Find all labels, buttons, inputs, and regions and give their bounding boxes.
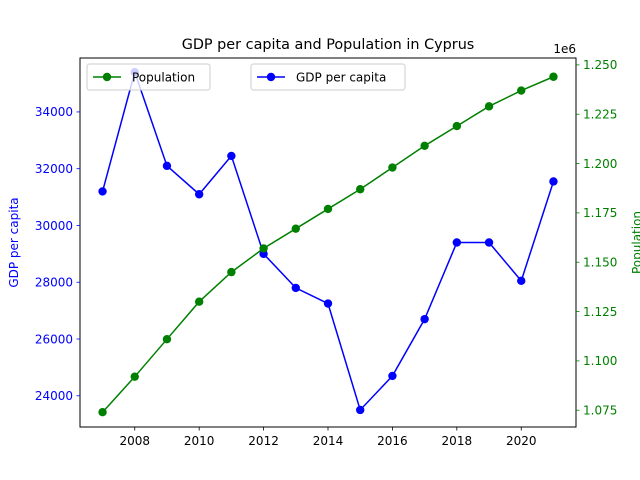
left-y-tick-label: 34000 — [35, 105, 73, 119]
left-axis-label: GDP per capita — [7, 197, 21, 287]
data-point-population — [452, 121, 462, 131]
data-point-population — [194, 297, 204, 306]
data-point-population — [98, 408, 107, 417]
right-y-tick-label: 1.175 — [583, 206, 617, 220]
data-point-gdp-per-capita — [98, 187, 107, 196]
right-y-tick-label: 1.100 — [583, 354, 617, 368]
x-tick-label: 2010 — [184, 434, 215, 448]
data-point-gdp-per-capita — [549, 177, 558, 186]
x-tick-label: 2020 — [506, 434, 537, 448]
data-point-population — [259, 244, 268, 253]
data-point-gdp-per-capita — [388, 371, 397, 381]
data-point-population — [227, 267, 236, 277]
data-point-population — [420, 141, 429, 151]
data-point-population — [549, 72, 558, 81]
x-tick-label: 2016 — [377, 434, 408, 448]
legend-box — [86, 63, 211, 91]
data-point-gdp-per-capita — [162, 161, 172, 171]
right-y-tick-label: 1.125 — [583, 305, 617, 319]
legend-label: Population — [132, 70, 195, 84]
legend-label: GDP per capita — [296, 70, 386, 84]
data-point-gdp-per-capita — [484, 238, 494, 247]
left-y-tick-label: 28000 — [35, 276, 73, 290]
left-y-tick-label: 30000 — [35, 219, 73, 233]
right-axis-label: Population — [630, 211, 640, 274]
right-axis-offset-text: 1e6 — [553, 42, 576, 56]
legend-population: Population — [86, 63, 211, 91]
data-point-gdp-per-capita — [356, 405, 365, 415]
right-y-tick-label: 1.250 — [583, 58, 617, 72]
left-y-tick-label: 26000 — [35, 332, 73, 346]
x-tick-label: 2008 — [119, 434, 150, 448]
right-y-tick-label: 1.150 — [583, 256, 617, 270]
data-point-gdp-per-capita — [194, 190, 204, 199]
legend-box — [250, 63, 406, 91]
data-point-population — [323, 204, 333, 214]
right-y-tick-label: 1.225 — [583, 108, 617, 122]
left-y-tick-label: 32000 — [35, 162, 73, 176]
x-tick-label: 2018 — [442, 434, 473, 448]
data-point-population — [484, 102, 494, 111]
chart-title: GDP per capita and Population in Cyprus — [182, 37, 475, 53]
data-point-gdp-per-capita — [323, 299, 333, 308]
data-point-gdp-per-capita — [227, 151, 236, 161]
x-tick-label: 2014 — [313, 434, 344, 448]
x-tick-label: 2012 — [248, 434, 279, 448]
data-point-population — [291, 224, 300, 233]
legend-marker — [102, 72, 112, 82]
data-point-gdp-per-capita — [517, 276, 526, 286]
data-point-gdp-per-capita — [452, 238, 462, 247]
data-point-population — [162, 334, 172, 344]
data-point-gdp-per-capita — [291, 283, 300, 293]
data-point-population — [517, 86, 526, 95]
legend-gdp-per-capita: GDP per capita — [250, 63, 406, 91]
right-y-tick-label: 1.075 — [583, 404, 617, 418]
data-point-population — [356, 185, 365, 194]
left-y-tick-label: 24000 — [35, 389, 73, 403]
right-y-tick-label: 1.200 — [583, 157, 617, 171]
data-point-population — [130, 372, 139, 381]
data-point-gdp-per-capita — [420, 314, 429, 324]
data-point-population — [388, 163, 397, 172]
legend-marker — [266, 72, 276, 82]
